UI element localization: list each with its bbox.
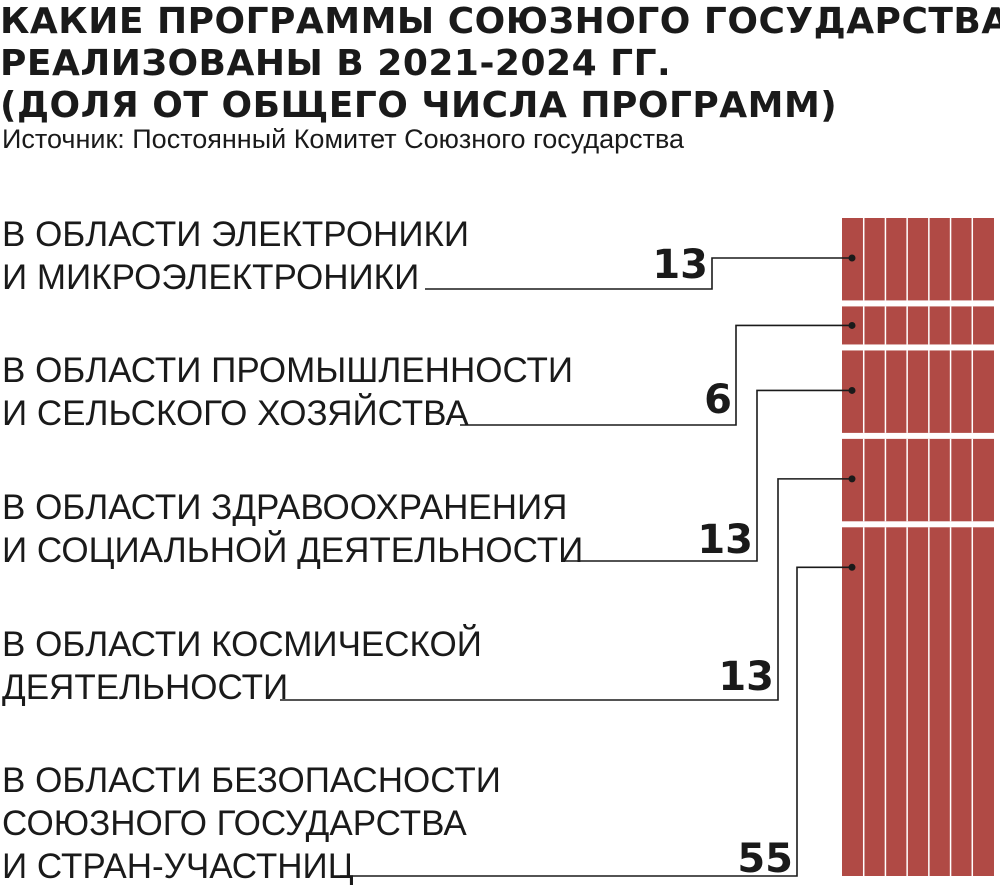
category-label-health-line-1: В ОБЛАСТИ ЗДРАВООХРАНЕНИЯ [2, 488, 568, 527]
leader-line-security [340, 566, 852, 877]
data-label-health: 13 [697, 517, 753, 563]
bar-segment-electronics [842, 218, 994, 301]
title-line-1: КАКИЕ ПРОГРАММЫ СОЮЗНОГО ГОСУДАРСТВА [0, 1, 1000, 42]
category-label-space-line-1: В ОБЛАСТИ КОСМИЧЕСКОЙ [2, 625, 482, 664]
leader-line-industry [460, 324, 852, 426]
leader-dot-health [848, 386, 856, 394]
bar-segment-health [842, 350, 994, 433]
source-note: Источник: Постоянный Комитет Союзного го… [2, 124, 685, 154]
category-label-security-line-1: В ОБЛАСТИ БЕЗОПАСНОСТИ [2, 761, 501, 800]
category-label-security-line-2: СОЮЗНОГО ГОСУДАРСТВА [2, 804, 467, 843]
leader-dot-electronics [848, 254, 856, 262]
category-label-industry-line-1: В ОБЛАСТИ ПРОМЫШЛЕННОСТИ [2, 351, 574, 390]
category-label-electronics-line-2: И МИКРОЭЛЕКТРОНИКИ [2, 258, 420, 297]
leader-line-space [280, 478, 852, 701]
bar-segment-security [842, 527, 994, 876]
leader-dot-industry [848, 321, 856, 329]
leader-dot-security [848, 563, 856, 571]
bar-security [842, 527, 994, 876]
bar-space [842, 438, 994, 522]
bar-health [842, 350, 994, 433]
title-line-3: (ДОЛЯ ОТ ОБЩЕГО ЧИСЛА ПРОГРАММ) [0, 85, 838, 126]
title-line-2: РЕАЛИЗОВАНЫ В 2021-2024 ГГ. [0, 43, 672, 84]
category-label-electronics-line-1: В ОБЛАСТИ ЭЛЕКТРОНИКИ [2, 215, 470, 254]
category-label-security-line-3: И СТРАН-УЧАСТНИЦ [2, 847, 354, 886]
data-label-industry: 6 [704, 377, 732, 423]
data-label-security: 55 [737, 836, 793, 882]
category-label-space-line-2: ДЕЯТЕЛЬНОСТИ [2, 668, 289, 707]
data-label-electronics: 13 [652, 242, 708, 288]
bar-segment-industry [842, 306, 994, 345]
data-label-space: 13 [718, 654, 774, 700]
leader-dot-space [848, 475, 856, 483]
bar-industry [842, 306, 994, 345]
bar-segment-space [842, 438, 994, 522]
category-label-industry-line-2: И СЕЛЬСКОГО ХОЗЯЙСТВА [2, 394, 469, 433]
leader-line-electronics [425, 257, 852, 290]
leader-line-health [562, 389, 852, 562]
bar-electronics [842, 218, 994, 301]
category-label-health-line-2: И СОЦИАЛЬНОЙ ДЕЯТЕЛЬНОСТИ [2, 531, 584, 570]
